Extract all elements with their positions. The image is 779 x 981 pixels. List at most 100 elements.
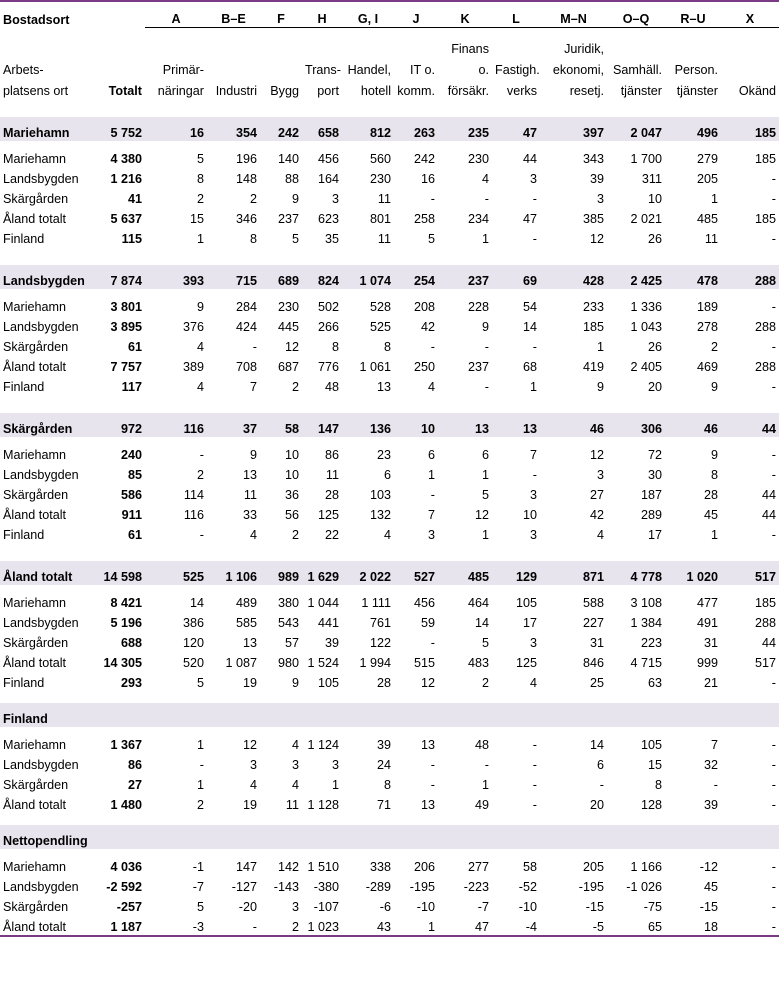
header-label: Totalt xyxy=(108,84,142,98)
row-label: Åland totalt xyxy=(3,508,67,522)
header-code: X xyxy=(721,0,779,28)
row-value: 2 xyxy=(481,676,489,690)
section-value xyxy=(540,825,607,849)
row-total: 1 187 xyxy=(100,915,145,937)
row-value: 12 xyxy=(242,738,257,752)
data-row: Skärgården 688 120 13 57 39 122 - 5 3 31 223 31 44 xyxy=(0,631,779,651)
row-value: 105 xyxy=(515,596,537,610)
section-value: 129 xyxy=(492,561,540,585)
data-row: Skärgården 27 1 4 4 1 8 - 1 - - 8 - - xyxy=(0,773,779,793)
row-value: 288 xyxy=(754,320,776,334)
row-value: 3 xyxy=(291,900,299,914)
row-value: 39 xyxy=(376,738,391,752)
row-value: -223 xyxy=(463,880,489,894)
row-value: 20 xyxy=(647,380,662,394)
row-label: Landsbygden xyxy=(3,758,79,772)
section-value: 116 xyxy=(145,413,207,437)
row-value: 206 xyxy=(413,860,435,874)
data-row: Skärgården 41 2 2 9 3 11 - - - 3 10 1 - xyxy=(0,187,779,207)
row-value: 708 xyxy=(235,360,257,374)
row-value: 1 124 xyxy=(307,738,339,752)
section-value: 1 629 xyxy=(302,561,342,585)
row-value: 59 xyxy=(420,616,435,630)
header-label: resetj. xyxy=(569,84,604,98)
row-value: - xyxy=(199,528,204,542)
header-label xyxy=(342,36,394,57)
row-value: 42 xyxy=(589,508,604,522)
header-label: tjänster xyxy=(676,84,718,98)
row-value: 3 xyxy=(596,192,604,206)
row-value: 1 166 xyxy=(630,860,662,874)
header-code: G, I xyxy=(342,0,394,28)
row-value: 48 xyxy=(474,738,489,752)
row-value: 31 xyxy=(589,636,604,650)
data-row: Landsbygden 85 2 13 10 11 6 1 1-3 30 8- xyxy=(0,463,779,483)
row-value: 8 xyxy=(249,232,257,246)
row-value: -1 026 xyxy=(626,880,662,894)
row-label: Mariehamn xyxy=(3,596,66,610)
row-value: 2 xyxy=(196,798,204,812)
row-value: 122 xyxy=(369,636,391,650)
row-value: 278 xyxy=(696,320,718,334)
row-value: - xyxy=(532,192,537,206)
section-value: 185 xyxy=(721,117,779,141)
section-header-row: Landsbygden 7 874 393 715 689 824 1 074 254 237 6… xyxy=(0,265,779,289)
section-gap xyxy=(0,543,779,561)
row-value: 16 xyxy=(420,172,435,186)
row-total: 7 757 xyxy=(110,360,142,374)
row-value: 5 xyxy=(196,152,204,166)
row-value: 389 xyxy=(182,360,204,374)
row-value: 346 xyxy=(235,212,257,226)
row-value: - xyxy=(771,758,776,772)
row-value: 846 xyxy=(582,656,604,670)
data-row: Skärgården -257 5 -20 3 -107 -6 -10 -7 -10 -15 -75 -… xyxy=(0,895,779,915)
row-value: - xyxy=(771,900,776,914)
row-value: 58 xyxy=(522,860,537,874)
row-value: 2 xyxy=(249,192,257,206)
row-value: 47 xyxy=(438,915,492,937)
data-row: Mariehamn 4 036 -1 147 142 1 510 338 206 277 58 20… xyxy=(0,855,779,875)
section-value: 37 xyxy=(207,413,260,437)
section-value: 7 874 xyxy=(100,265,145,289)
row-value: 54 xyxy=(522,300,537,314)
header-blank xyxy=(100,0,145,28)
row-value: 1 xyxy=(196,738,204,752)
row-value: 1 700 xyxy=(630,152,662,166)
row-value: 8 xyxy=(331,340,339,354)
section-value xyxy=(394,825,438,849)
row-total: 61 xyxy=(127,340,142,354)
row-value: 3 xyxy=(331,758,339,772)
row-total: 86 xyxy=(127,758,142,772)
section-label: Landsbygden xyxy=(0,265,100,289)
header-label: Finans xyxy=(451,42,489,56)
header-label: försäkr. xyxy=(447,84,489,98)
header-label: verks xyxy=(506,84,537,98)
row-value: 277 xyxy=(467,860,489,874)
row-label: Finland xyxy=(3,380,45,394)
section-value: 1 020 xyxy=(665,561,721,585)
row-value: 4 xyxy=(196,380,204,394)
row-value: 10 xyxy=(647,192,662,206)
row-value: 517 xyxy=(754,656,776,670)
row-value: - xyxy=(771,380,776,394)
section-value: 393 xyxy=(145,265,207,289)
section-header-row: Skärgården 972 116 37 58 147 136 10 13 13 46 306 46 4… xyxy=(0,413,779,437)
row-value: 469 xyxy=(696,360,718,374)
section-value: 288 xyxy=(721,265,779,289)
row-value: 230 xyxy=(369,172,391,186)
row-value: 7 xyxy=(710,738,718,752)
row-value: 12 xyxy=(589,232,604,246)
row-value: -15 xyxy=(585,900,604,914)
header-label xyxy=(207,36,260,57)
row-value: 72 xyxy=(647,448,662,462)
commuting-table: Bostadsort A B–E F H G, I J K L M–N O–Q R–U X Finans J… xyxy=(0,0,779,937)
row-value: 424 xyxy=(235,320,257,334)
row-value: 311 xyxy=(641,172,662,186)
section-value xyxy=(207,825,260,849)
row-value: 28 xyxy=(376,676,391,690)
row-value: 9 xyxy=(196,300,204,314)
row-value: 441 xyxy=(317,616,339,630)
row-value: - xyxy=(771,192,776,206)
row-value: 45 xyxy=(703,508,718,522)
row-value: 2 xyxy=(291,528,299,542)
